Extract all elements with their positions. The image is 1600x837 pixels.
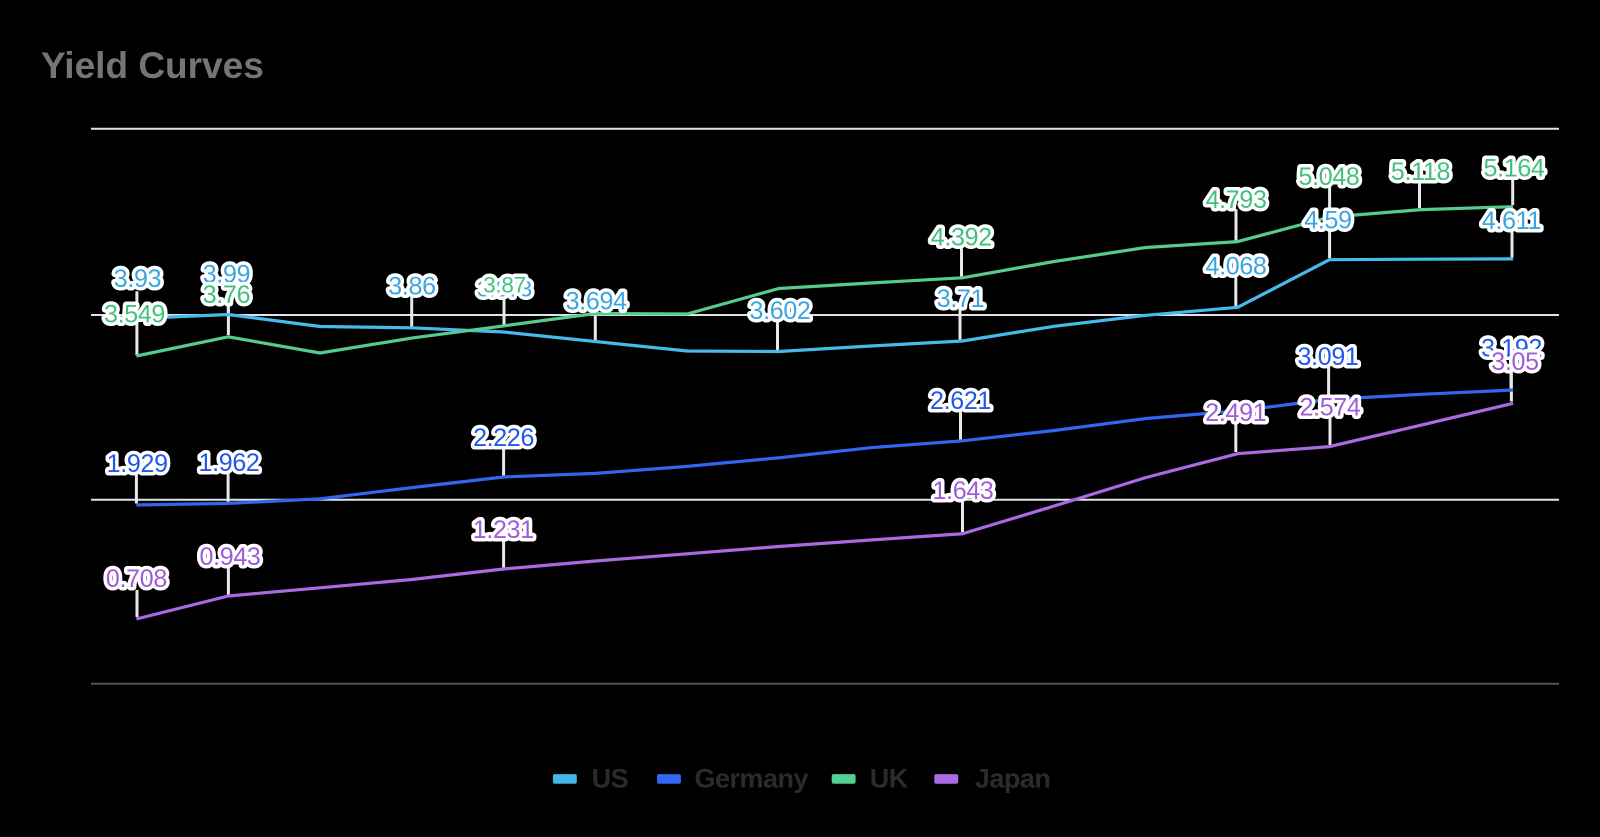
svg-text:4.59: 4.59 xyxy=(1304,207,1351,235)
svg-text:1.962: 1.962 xyxy=(198,449,259,477)
svg-text:3.93: 3.93 xyxy=(114,265,161,293)
svg-text:4.392: 4.392 xyxy=(931,224,992,252)
svg-text:1.231: 1.231 xyxy=(473,516,534,544)
svg-text:0.708: 0.708 xyxy=(106,565,167,593)
svg-text:5.048: 5.048 xyxy=(1298,163,1359,191)
svg-text:1.643: 1.643 xyxy=(932,477,993,505)
svg-text:3.71: 3.71 xyxy=(937,285,984,313)
svg-text:3.091: 3.091 xyxy=(1297,343,1358,371)
svg-text:Japan: Japan xyxy=(975,764,1051,794)
svg-text:2.621: 2.621 xyxy=(930,387,991,415)
svg-text:3.86: 3.86 xyxy=(388,273,435,301)
svg-text:Germany: Germany xyxy=(695,764,809,794)
svg-text:3.873: 3.873 xyxy=(477,277,532,302)
svg-text:2.491: 2.491 xyxy=(1205,399,1266,427)
svg-text:0.943: 0.943 xyxy=(199,543,260,571)
svg-text:UK: UK xyxy=(870,764,909,794)
svg-text:3.192: 3.192 xyxy=(1481,335,1542,363)
svg-text:3.549: 3.549 xyxy=(104,301,165,329)
svg-text:3.99: 3.99 xyxy=(203,260,250,288)
svg-text:5.164: 5.164 xyxy=(1483,155,1544,183)
svg-text:2.226: 2.226 xyxy=(473,424,534,452)
svg-text:Yield Curves: Yield Curves xyxy=(41,45,264,86)
svg-text:5.118: 5.118 xyxy=(1391,158,1450,186)
svg-text:3.76: 3.76 xyxy=(203,281,250,309)
svg-text:3.694: 3.694 xyxy=(566,288,627,316)
svg-text:2.574: 2.574 xyxy=(1299,394,1360,422)
svg-text:3.05: 3.05 xyxy=(1491,348,1538,376)
svg-text:US: US xyxy=(592,764,629,794)
svg-text:3.87: 3.87 xyxy=(483,273,526,298)
svg-text:3.602: 3.602 xyxy=(749,297,810,325)
svg-text:4.068: 4.068 xyxy=(1205,253,1266,281)
svg-text:1.929: 1.929 xyxy=(107,450,168,478)
svg-text:4.611: 4.611 xyxy=(1482,207,1541,235)
svg-text:4.793: 4.793 xyxy=(1206,186,1267,214)
